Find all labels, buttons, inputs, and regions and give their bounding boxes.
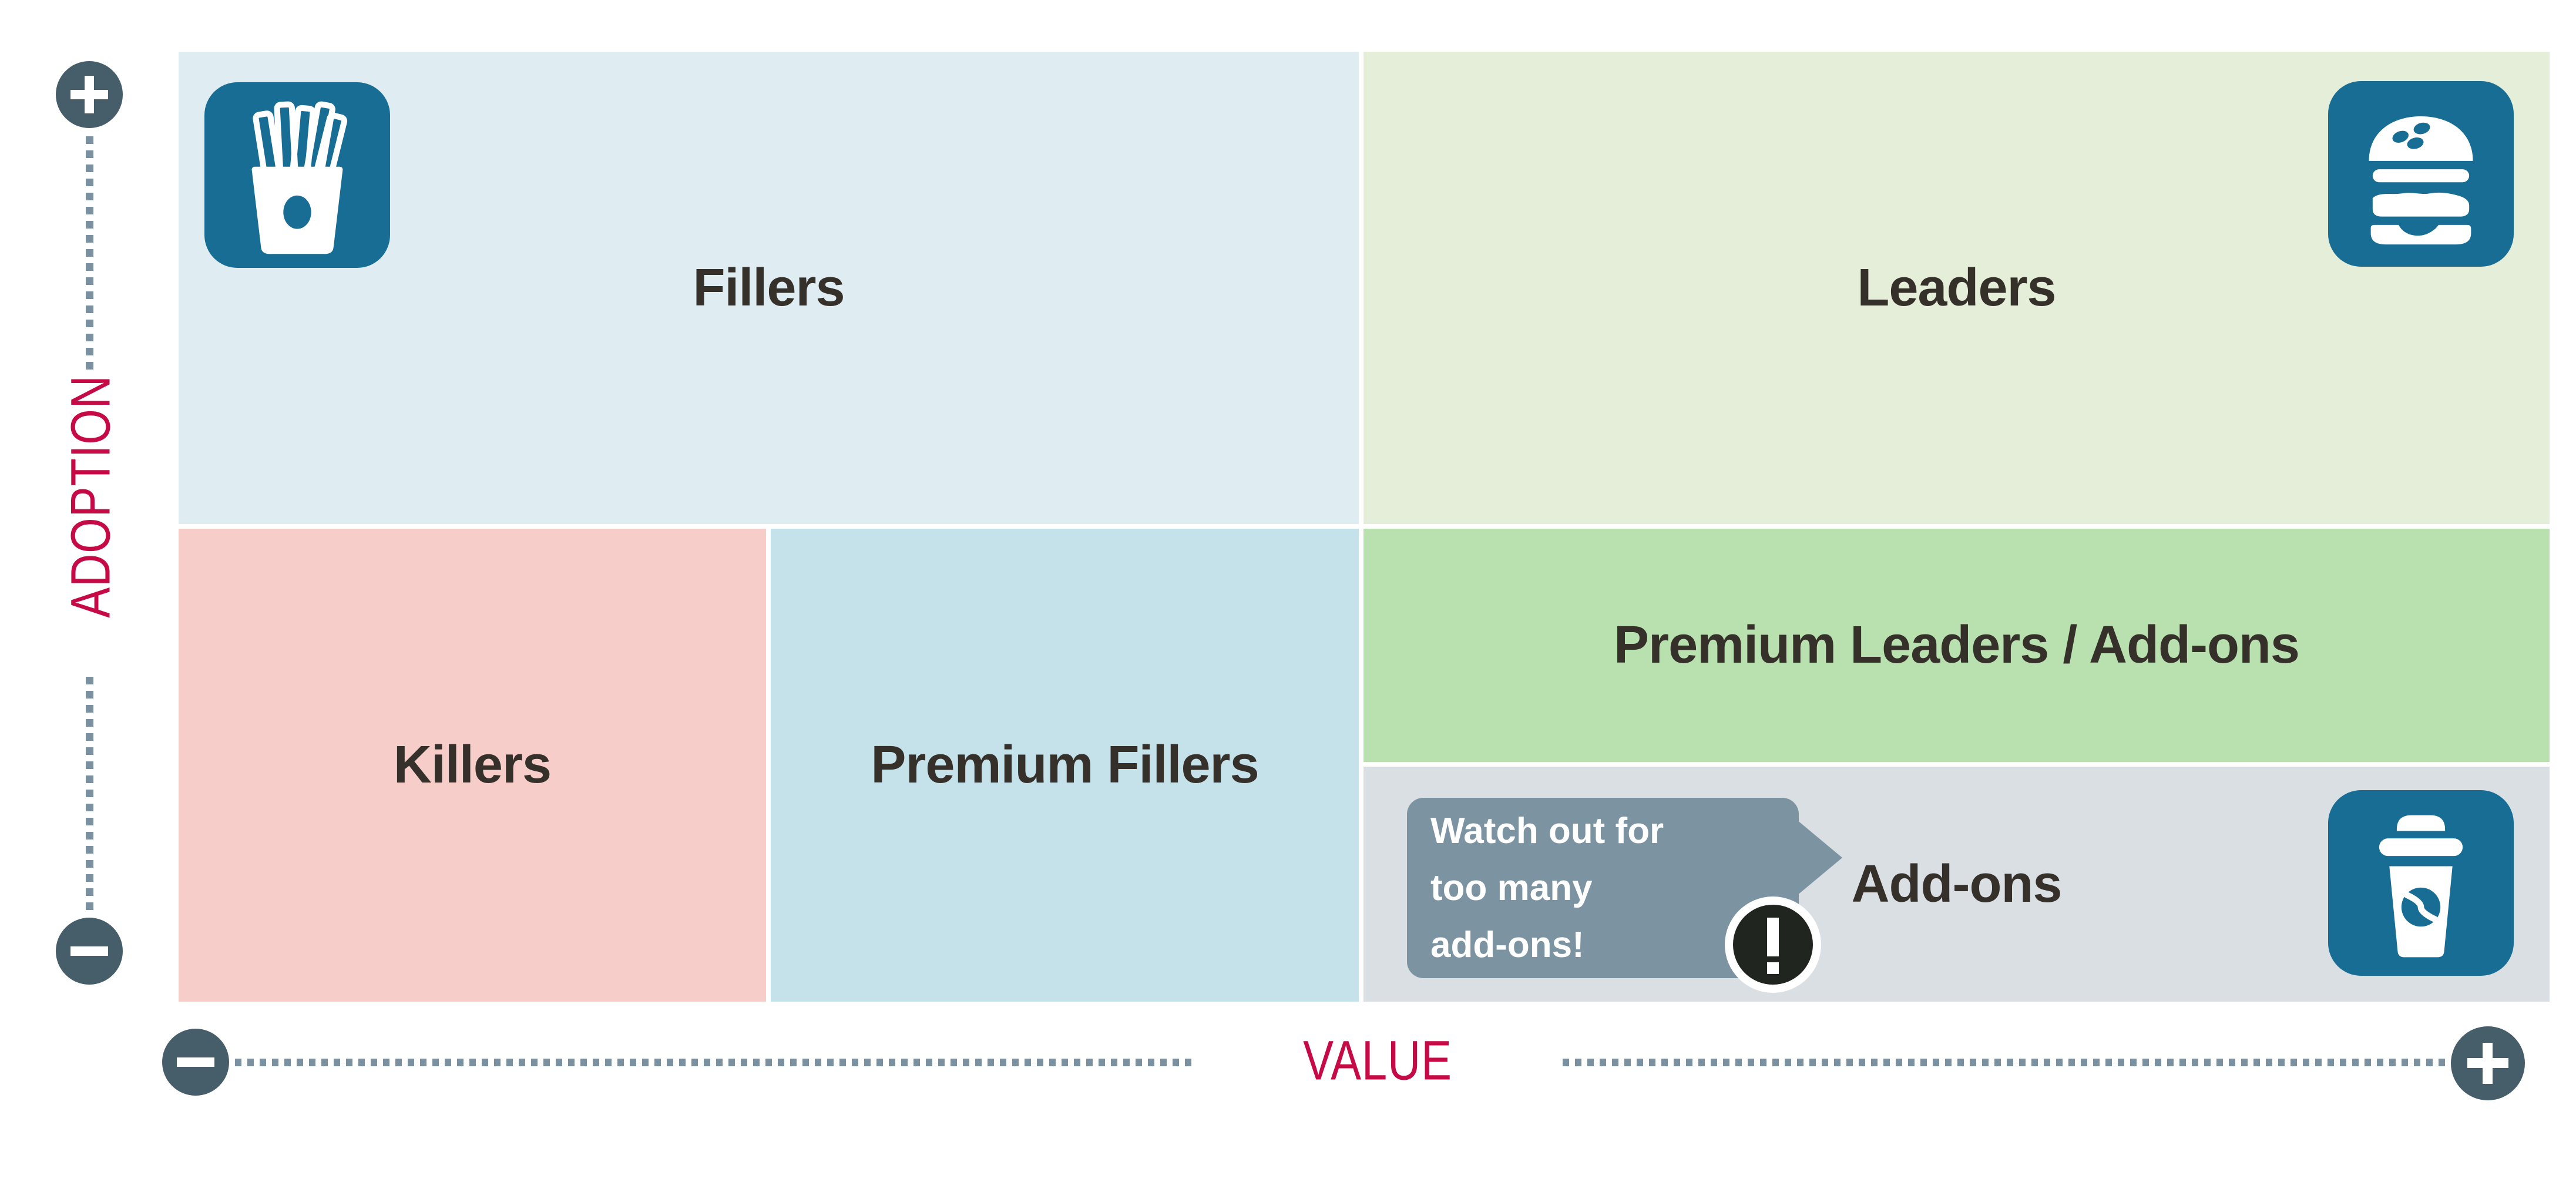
callout-line-3: add-ons! [1430,925,1584,965]
callout-tail-pointer [1796,820,1842,896]
exclamation-icon [1733,905,1813,985]
quadrant-premium-leaders: Premium Leaders / Add-ons [1363,529,2550,762]
quadrant-premium-fillers: Premium Fillers [771,529,1359,1002]
quadrant-killers: Killers [179,529,766,1002]
exclamation-badge [1725,896,1821,993]
fries-icon [204,82,390,268]
coffee-cup-glyph [2379,815,2463,958]
plus-bar-vertical [2483,1042,2493,1084]
adoption-minus-icon [56,918,123,985]
adoption-axis-dotted-line-upper [86,136,93,371]
fries-glyph [251,101,348,254]
quadrant-killers-label: Killers [393,736,552,794]
callout-line-2: too many [1430,868,1593,908]
value-plus-icon [2451,1026,2525,1100]
adoption-axis-dotted-line-lower [86,677,93,911]
quadrant-fillers-label: Fillers [693,258,845,317]
burger-glyph [2369,116,2473,245]
value-axis-dotted-line-left [235,1059,1193,1066]
burger-icon [2328,81,2514,267]
adoption-axis-label: ADOPTION [59,375,122,618]
quadrant-premium-fillers-label: Premium Fillers [871,736,1259,794]
value-axis-dotted-line-right [1563,1059,2447,1066]
minus-bar [177,1057,214,1067]
exclamation-bar [1767,918,1779,956]
coffee-cup-icon [2328,790,2514,976]
plus-bar-vertical [85,76,94,113]
quadrant-premium-leaders-label: Premium Leaders / Add-ons [1614,616,2300,674]
value-minus-icon [162,1029,229,1096]
value-axis-label: VALUE [1303,1029,1452,1092]
minus-bar [70,946,108,956]
quadrant-leaders-label: Leaders [1857,258,2056,317]
adoption-plus-icon [56,61,123,128]
quadrant-add-ons-label: Add-ons [1851,854,2063,914]
exclamation-dot [1767,962,1779,974]
callout-line-1: Watch out for [1430,811,1664,851]
